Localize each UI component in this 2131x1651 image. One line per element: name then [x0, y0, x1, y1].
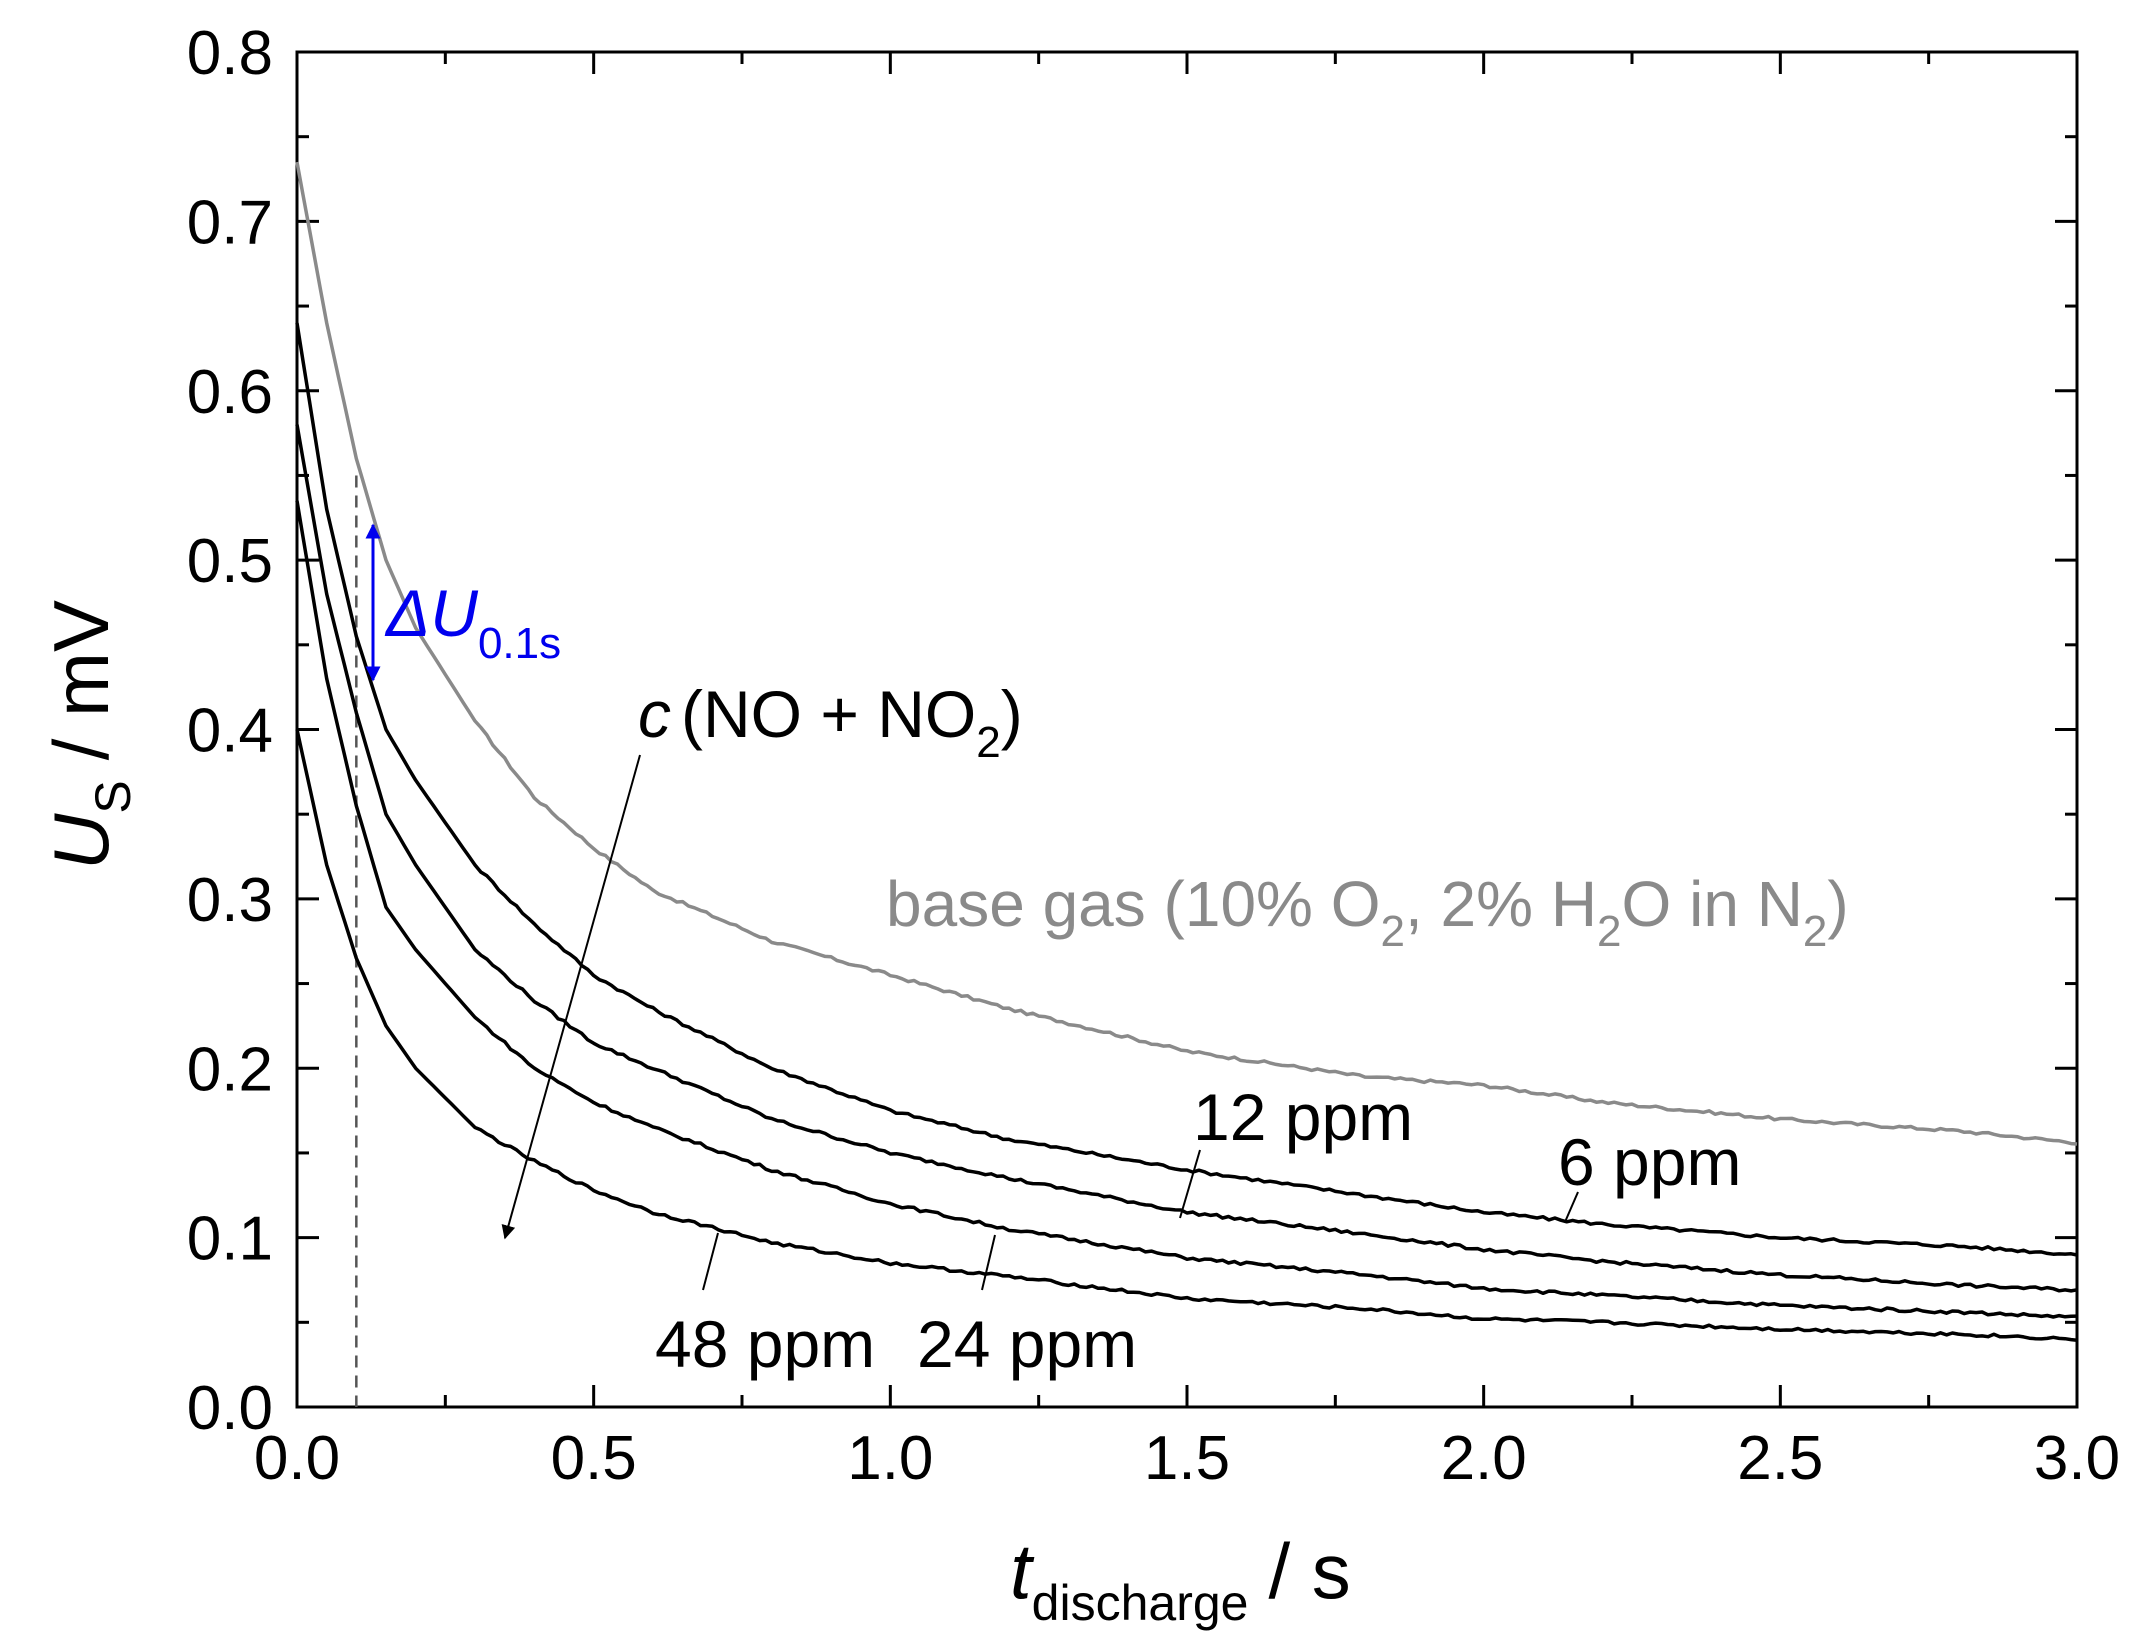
y-tick-label: 0.1 — [187, 1205, 273, 1274]
y-tick-label: 0.2 — [187, 1035, 273, 1104]
delta-u-label: ΔU0.1s — [384, 576, 561, 668]
y-tick-label: 0.5 — [187, 527, 273, 596]
x-tick-label: 3.0 — [2034, 1424, 2120, 1493]
y-tick-label: 0.3 — [187, 866, 273, 935]
x-tick-label: 0.5 — [551, 1424, 637, 1493]
y-axis-title: US/ mV — [37, 600, 141, 870]
series-line-6-ppm — [295, 322, 2078, 1257]
series-line-48-ppm — [295, 729, 2078, 1343]
x-axis-title: tdischarge / s — [1010, 1527, 1351, 1631]
x-axis-ticks: 0.0 0.5 1.0 1.5 2.0 2.5 3.0 — [254, 52, 2120, 1493]
series-line-24-ppm — [295, 500, 2078, 1319]
leader-12ppm — [1179, 1149, 1201, 1219]
leader-48ppm — [702, 1232, 719, 1291]
y-axis-ticks: 0.0 0.1 0.2 0.3 0.4 0.5 0.6 0.7 0.8 — [187, 19, 2077, 1443]
base-gas-label: base gas (10% O2, 2% H2O in N2) — [886, 868, 1849, 956]
x-tick-label: 1.5 — [1144, 1424, 1230, 1493]
label-12ppm: 12 ppm — [1193, 1080, 1413, 1154]
y-tick-label: 0.0 — [187, 1374, 273, 1443]
y-tick-label: 0.8 — [187, 19, 273, 88]
y-tick-label: 0.4 — [187, 697, 273, 766]
series-layer — [295, 161, 2078, 1343]
label-24ppm: 24 ppm — [917, 1307, 1137, 1381]
label-48ppm: 48 ppm — [655, 1307, 875, 1381]
x-tick-label: 0.0 — [254, 1424, 340, 1493]
x-tick-label: 1.0 — [847, 1424, 933, 1493]
leader-6ppm — [1564, 1191, 1579, 1223]
label-6ppm: 6 ppm — [1558, 1125, 1741, 1199]
x-tick-label: 2.5 — [1737, 1424, 1823, 1493]
y-tick-label: 0.7 — [187, 188, 273, 257]
y-tick-label: 0.6 — [187, 358, 273, 427]
concentration-label: c (NO + NO2) — [638, 677, 1023, 767]
series-line-base-gas — [295, 161, 2078, 1146]
series-line-12-ppm — [295, 424, 2078, 1293]
concentration-arrow — [501, 754, 641, 1240]
x-tick-label: 2.0 — [1441, 1424, 1527, 1493]
leader-24ppm — [981, 1234, 996, 1291]
plot-frame — [295, 50, 2079, 1409]
